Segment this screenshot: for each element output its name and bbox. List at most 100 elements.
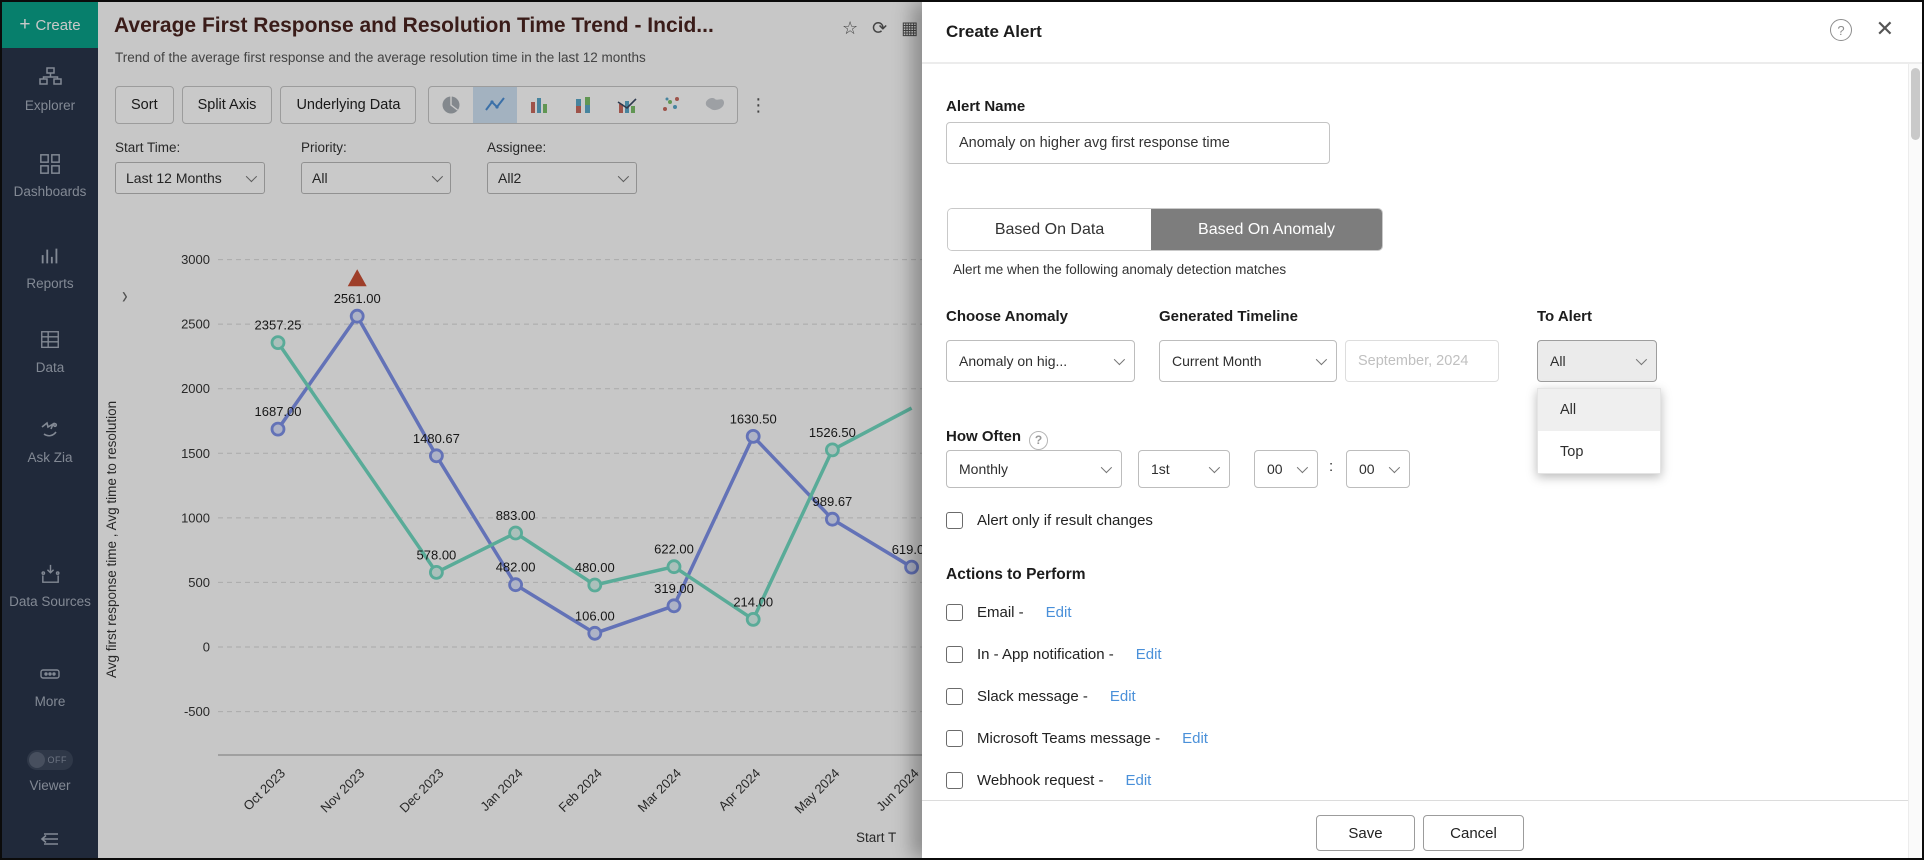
- tab-based-on-anomaly[interactable]: Based On Anomaly: [1151, 209, 1382, 250]
- line-chart-icon[interactable]: [473, 87, 518, 123]
- generated-timeline-select[interactable]: Current Month: [1159, 340, 1337, 382]
- svg-text:May 2024: May 2024: [792, 766, 843, 817]
- underlying-data-button[interactable]: Underlying Data: [280, 86, 417, 124]
- grid-view-icon[interactable]: ▦: [901, 18, 919, 38]
- data-sources-import-icon: [38, 562, 62, 586]
- report-title-actions: ☆ ⟳ ▦: [842, 18, 918, 39]
- svg-text:1687.00: 1687.00: [255, 404, 302, 419]
- tab-based-on-data[interactable]: Based On Data: [948, 209, 1152, 250]
- svg-text:Mar 2024: Mar 2024: [635, 766, 684, 815]
- toggle-knob: [29, 752, 45, 768]
- scatter-chart-icon[interactable]: [649, 87, 693, 123]
- webhook-edit-link[interactable]: Edit: [1125, 772, 1152, 789]
- frequency-select[interactable]: Monthly: [946, 450, 1122, 488]
- expand-chevron-icon[interactable]: ›: [122, 282, 128, 309]
- in-app-notification-checkbox[interactable]: [946, 646, 963, 663]
- favorite-star-icon[interactable]: ☆: [842, 18, 859, 38]
- create-button[interactable]: + Create: [2, 2, 98, 48]
- sidebar-item-label: Data Sources: [9, 594, 91, 609]
- sidebar-item-dashboards[interactable]: Dashboards: [2, 152, 98, 201]
- chevron-down-icon: [1635, 353, 1648, 366]
- svg-text:1480.67: 1480.67: [413, 431, 460, 446]
- svg-text:0: 0: [203, 640, 210, 655]
- stacked-bar-chart-icon[interactable]: [561, 87, 605, 123]
- sort-button[interactable]: Sort: [115, 86, 174, 124]
- in-app-edit-link[interactable]: Edit: [1135, 646, 1162, 663]
- action-label: Email -: [977, 604, 1024, 621]
- svg-text:619.00: 619.00: [892, 542, 922, 557]
- action-label: Microsoft Teams message -: [977, 730, 1161, 747]
- day-select[interactable]: 1st: [1138, 450, 1230, 488]
- combo-chart-icon[interactable]: [605, 87, 649, 123]
- chevron-down-icon: [1388, 461, 1401, 474]
- how-often-label: How Often?: [946, 428, 1048, 450]
- select-value: All: [1550, 353, 1566, 369]
- collapse-sidebar-button[interactable]: [30, 826, 70, 856]
- svg-text:Dec 2023: Dec 2023: [397, 766, 447, 816]
- select-value: All2: [498, 170, 522, 186]
- chart-toolbar: Sort Split Axis Underlying Data: [115, 86, 770, 124]
- toolbar-more-icon[interactable]: ⋮: [749, 94, 768, 115]
- slack-message-checkbox[interactable]: [946, 688, 963, 705]
- pie-chart-icon[interactable]: [429, 87, 473, 123]
- svg-text:-500: -500: [184, 704, 210, 719]
- viewer-toggle[interactable]: OFF: [27, 750, 73, 770]
- webhook-request-checkbox[interactable]: [946, 772, 963, 789]
- sidebar-item-label: Explorer: [24, 98, 76, 113]
- sidebar-item-ask-zia[interactable]: Ask Zia: [2, 418, 98, 467]
- teams-edit-link[interactable]: Edit: [1182, 730, 1208, 747]
- select-value: Monthly: [959, 461, 1009, 477]
- ask-zia-icon: [38, 418, 62, 442]
- to-alert-select[interactable]: All: [1537, 340, 1657, 382]
- sidebar-item-reports[interactable]: Reports: [2, 244, 98, 293]
- email-edit-link[interactable]: Edit: [1045, 604, 1072, 621]
- filter-start-time: Start Time: Last 12 Months: [115, 140, 265, 194]
- map-chart-icon[interactable]: [693, 87, 737, 123]
- choose-anomaly-select[interactable]: Anomaly on hig...: [946, 340, 1135, 382]
- how-often-help-icon[interactable]: ?: [1029, 430, 1048, 450]
- sidebar-item-more[interactable]: More: [2, 662, 98, 711]
- save-button[interactable]: Save: [1316, 815, 1415, 851]
- sidebar-item-data-sources[interactable]: Data Sources: [2, 562, 98, 611]
- result-changes-checkbox[interactable]: [946, 512, 963, 529]
- split-axis-button[interactable]: Split Axis: [181, 86, 273, 124]
- chevron-down-icon: [1315, 353, 1328, 366]
- sidebar-item-explorer[interactable]: Explorer: [2, 66, 98, 115]
- hour-select[interactable]: 00: [1254, 450, 1318, 488]
- dropdown-option-all[interactable]: All: [1538, 389, 1660, 431]
- modal-scrollbar-thumb[interactable]: [1911, 68, 1920, 140]
- refresh-icon[interactable]: ⟳: [872, 18, 888, 38]
- svg-text:578.00: 578.00: [417, 547, 457, 562]
- sidebar: + Create Explorer Dashboards: [2, 2, 98, 858]
- svg-text:482.00: 482.00: [496, 560, 536, 575]
- to-alert-dropdown-menu: All Top: [1537, 388, 1661, 474]
- help-icon[interactable]: ?: [1830, 19, 1852, 41]
- dropdown-option-top[interactable]: Top: [1560, 444, 1584, 460]
- filter-priority: Priority: All: [301, 140, 451, 194]
- email-checkbox[interactable]: [946, 604, 963, 621]
- svg-text:622.00: 622.00: [654, 542, 694, 557]
- alert-name-input[interactable]: [946, 122, 1330, 164]
- action-label: Slack message -: [977, 688, 1088, 705]
- modal-scrollbar-track[interactable]: [1908, 64, 1922, 858]
- trend-line-chart[interactable]: 3000 2500 2000 1500 1000 500 0 -500 Oct 2023 Nov …: [98, 2, 922, 858]
- start-time-select[interactable]: Last 12 Months: [115, 162, 265, 194]
- svg-text:883.00: 883.00: [496, 508, 536, 523]
- alert-name-label: Alert Name: [946, 98, 1026, 115]
- sidebar-viewer-toggle-group: OFF Viewer: [2, 750, 98, 795]
- priority-select[interactable]: All: [301, 162, 451, 194]
- sidebar-item-label: Ask Zia: [27, 450, 73, 465]
- bar-chart-icon[interactable]: [517, 87, 561, 123]
- minute-select[interactable]: 00: [1346, 450, 1410, 488]
- sidebar-item-label: Dashboards: [13, 184, 87, 199]
- sidebar-item-data[interactable]: Data: [2, 328, 98, 377]
- cancel-button[interactable]: Cancel: [1423, 815, 1524, 851]
- close-icon[interactable]: ✕: [1875, 16, 1894, 41]
- sidebar-item-label: Data: [35, 360, 65, 375]
- svg-text:1500: 1500: [181, 446, 210, 461]
- teams-message-checkbox[interactable]: [946, 730, 963, 747]
- svg-text:319.00: 319.00: [654, 581, 694, 596]
- slack-edit-link[interactable]: Edit: [1109, 688, 1136, 705]
- assignee-select[interactable]: All2: [487, 162, 637, 194]
